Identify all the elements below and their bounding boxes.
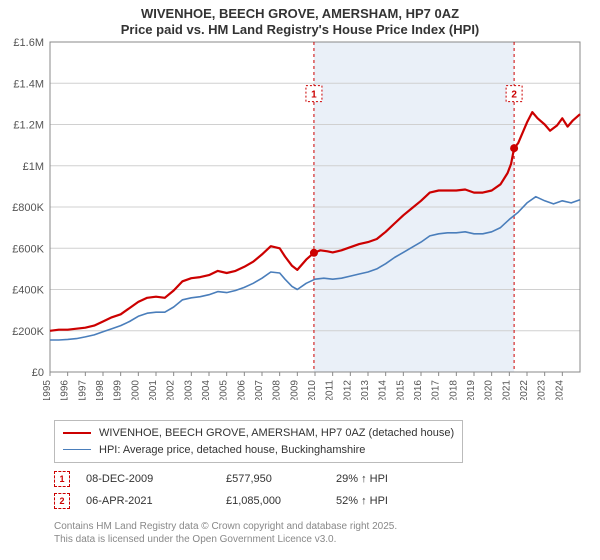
marker-row-1: 1 08-DEC-2009 £577,950 29% ↑ HPI <box>54 468 456 490</box>
svg-text:1996: 1996 <box>60 380 71 400</box>
svg-text:2005: 2005 <box>219 380 230 400</box>
legend-swatch-series1 <box>63 432 91 434</box>
svg-text:2004: 2004 <box>201 380 212 400</box>
marker-price-2: £1,085,000 <box>226 495 336 507</box>
svg-text:1995: 1995 <box>42 380 53 400</box>
price-chart: £0 £200K £400K £600K £800K £1M £1.2M £1.4M £1.6M… <box>0 0 600 400</box>
legend-row-series1: WIVENHOE, BEECH GROVE, AMERSHAM, HP7 0AZ… <box>63 425 454 442</box>
marker-price-1: £577,950 <box>226 473 336 485</box>
svg-text:2015: 2015 <box>395 380 406 400</box>
svg-text:£0: £0 <box>32 367 44 379</box>
svg-text:£1.2M: £1.2M <box>13 120 44 132</box>
svg-text:2018: 2018 <box>448 380 459 400</box>
svg-text:2016: 2016 <box>413 380 424 400</box>
svg-text:2002: 2002 <box>166 380 177 400</box>
svg-text:2022: 2022 <box>519 380 530 400</box>
svg-text:£600K: £600K <box>12 243 44 255</box>
legend-swatch-series2 <box>63 449 91 450</box>
svg-text:2014: 2014 <box>378 380 389 400</box>
svg-text:2011: 2011 <box>325 380 336 400</box>
svg-text:1998: 1998 <box>95 380 106 400</box>
footer-attribution: Contains HM Land Registry data © Crown c… <box>54 520 397 546</box>
marker-badge-2: 2 <box>54 493 70 509</box>
svg-text:2009: 2009 <box>289 380 300 400</box>
svg-text:1997: 1997 <box>77 380 88 400</box>
svg-text:2020: 2020 <box>484 380 495 400</box>
svg-text:2024: 2024 <box>554 380 565 400</box>
svg-text:2023: 2023 <box>537 380 548 400</box>
svg-text:1: 1 <box>311 90 317 101</box>
svg-text:2021: 2021 <box>501 380 512 400</box>
marker-pct-2: 52% ↑ HPI <box>336 495 456 507</box>
svg-text:£1M: £1M <box>23 161 44 173</box>
legend-row-series2: HPI: Average price, detached house, Buck… <box>63 442 454 459</box>
svg-text:1999: 1999 <box>113 380 124 400</box>
legend-box: WIVENHOE, BEECH GROVE, AMERSHAM, HP7 0AZ… <box>54 420 463 463</box>
legend-label-series1: WIVENHOE, BEECH GROVE, AMERSHAM, HP7 0AZ… <box>99 425 454 442</box>
svg-text:2008: 2008 <box>272 380 283 400</box>
footer-line2: This data is licensed under the Open Gov… <box>54 533 397 546</box>
legend-label-series2: HPI: Average price, detached house, Buck… <box>99 442 365 459</box>
svg-text:£200K: £200K <box>12 326 44 338</box>
footer-line1: Contains HM Land Registry data © Crown c… <box>54 520 397 533</box>
svg-text:2006: 2006 <box>236 380 247 400</box>
svg-text:2010: 2010 <box>307 380 318 400</box>
marker-date-1: 08-DEC-2009 <box>86 473 226 485</box>
svg-text:2001: 2001 <box>148 380 159 400</box>
svg-text:2007: 2007 <box>254 380 265 400</box>
svg-text:2012: 2012 <box>342 380 353 400</box>
marker-date-2: 06-APR-2021 <box>86 495 226 507</box>
svg-text:2019: 2019 <box>466 380 477 400</box>
marker-pct-1: 29% ↑ HPI <box>336 473 456 485</box>
svg-text:2003: 2003 <box>183 380 194 400</box>
marker-row-2: 2 06-APR-2021 £1,085,000 52% ↑ HPI <box>54 490 456 512</box>
svg-text:2013: 2013 <box>360 380 371 400</box>
svg-text:£1.6M: £1.6M <box>13 37 44 49</box>
marker-table: 1 08-DEC-2009 £577,950 29% ↑ HPI 2 06-AP… <box>54 468 456 512</box>
svg-text:£1.4M: £1.4M <box>13 78 44 90</box>
svg-text:2017: 2017 <box>431 380 442 400</box>
marker-badge-1: 1 <box>54 471 70 487</box>
svg-text:2: 2 <box>511 90 517 101</box>
svg-text:£400K: £400K <box>12 285 44 297</box>
svg-text:£800K: £800K <box>12 202 44 214</box>
svg-text:2000: 2000 <box>130 380 141 400</box>
